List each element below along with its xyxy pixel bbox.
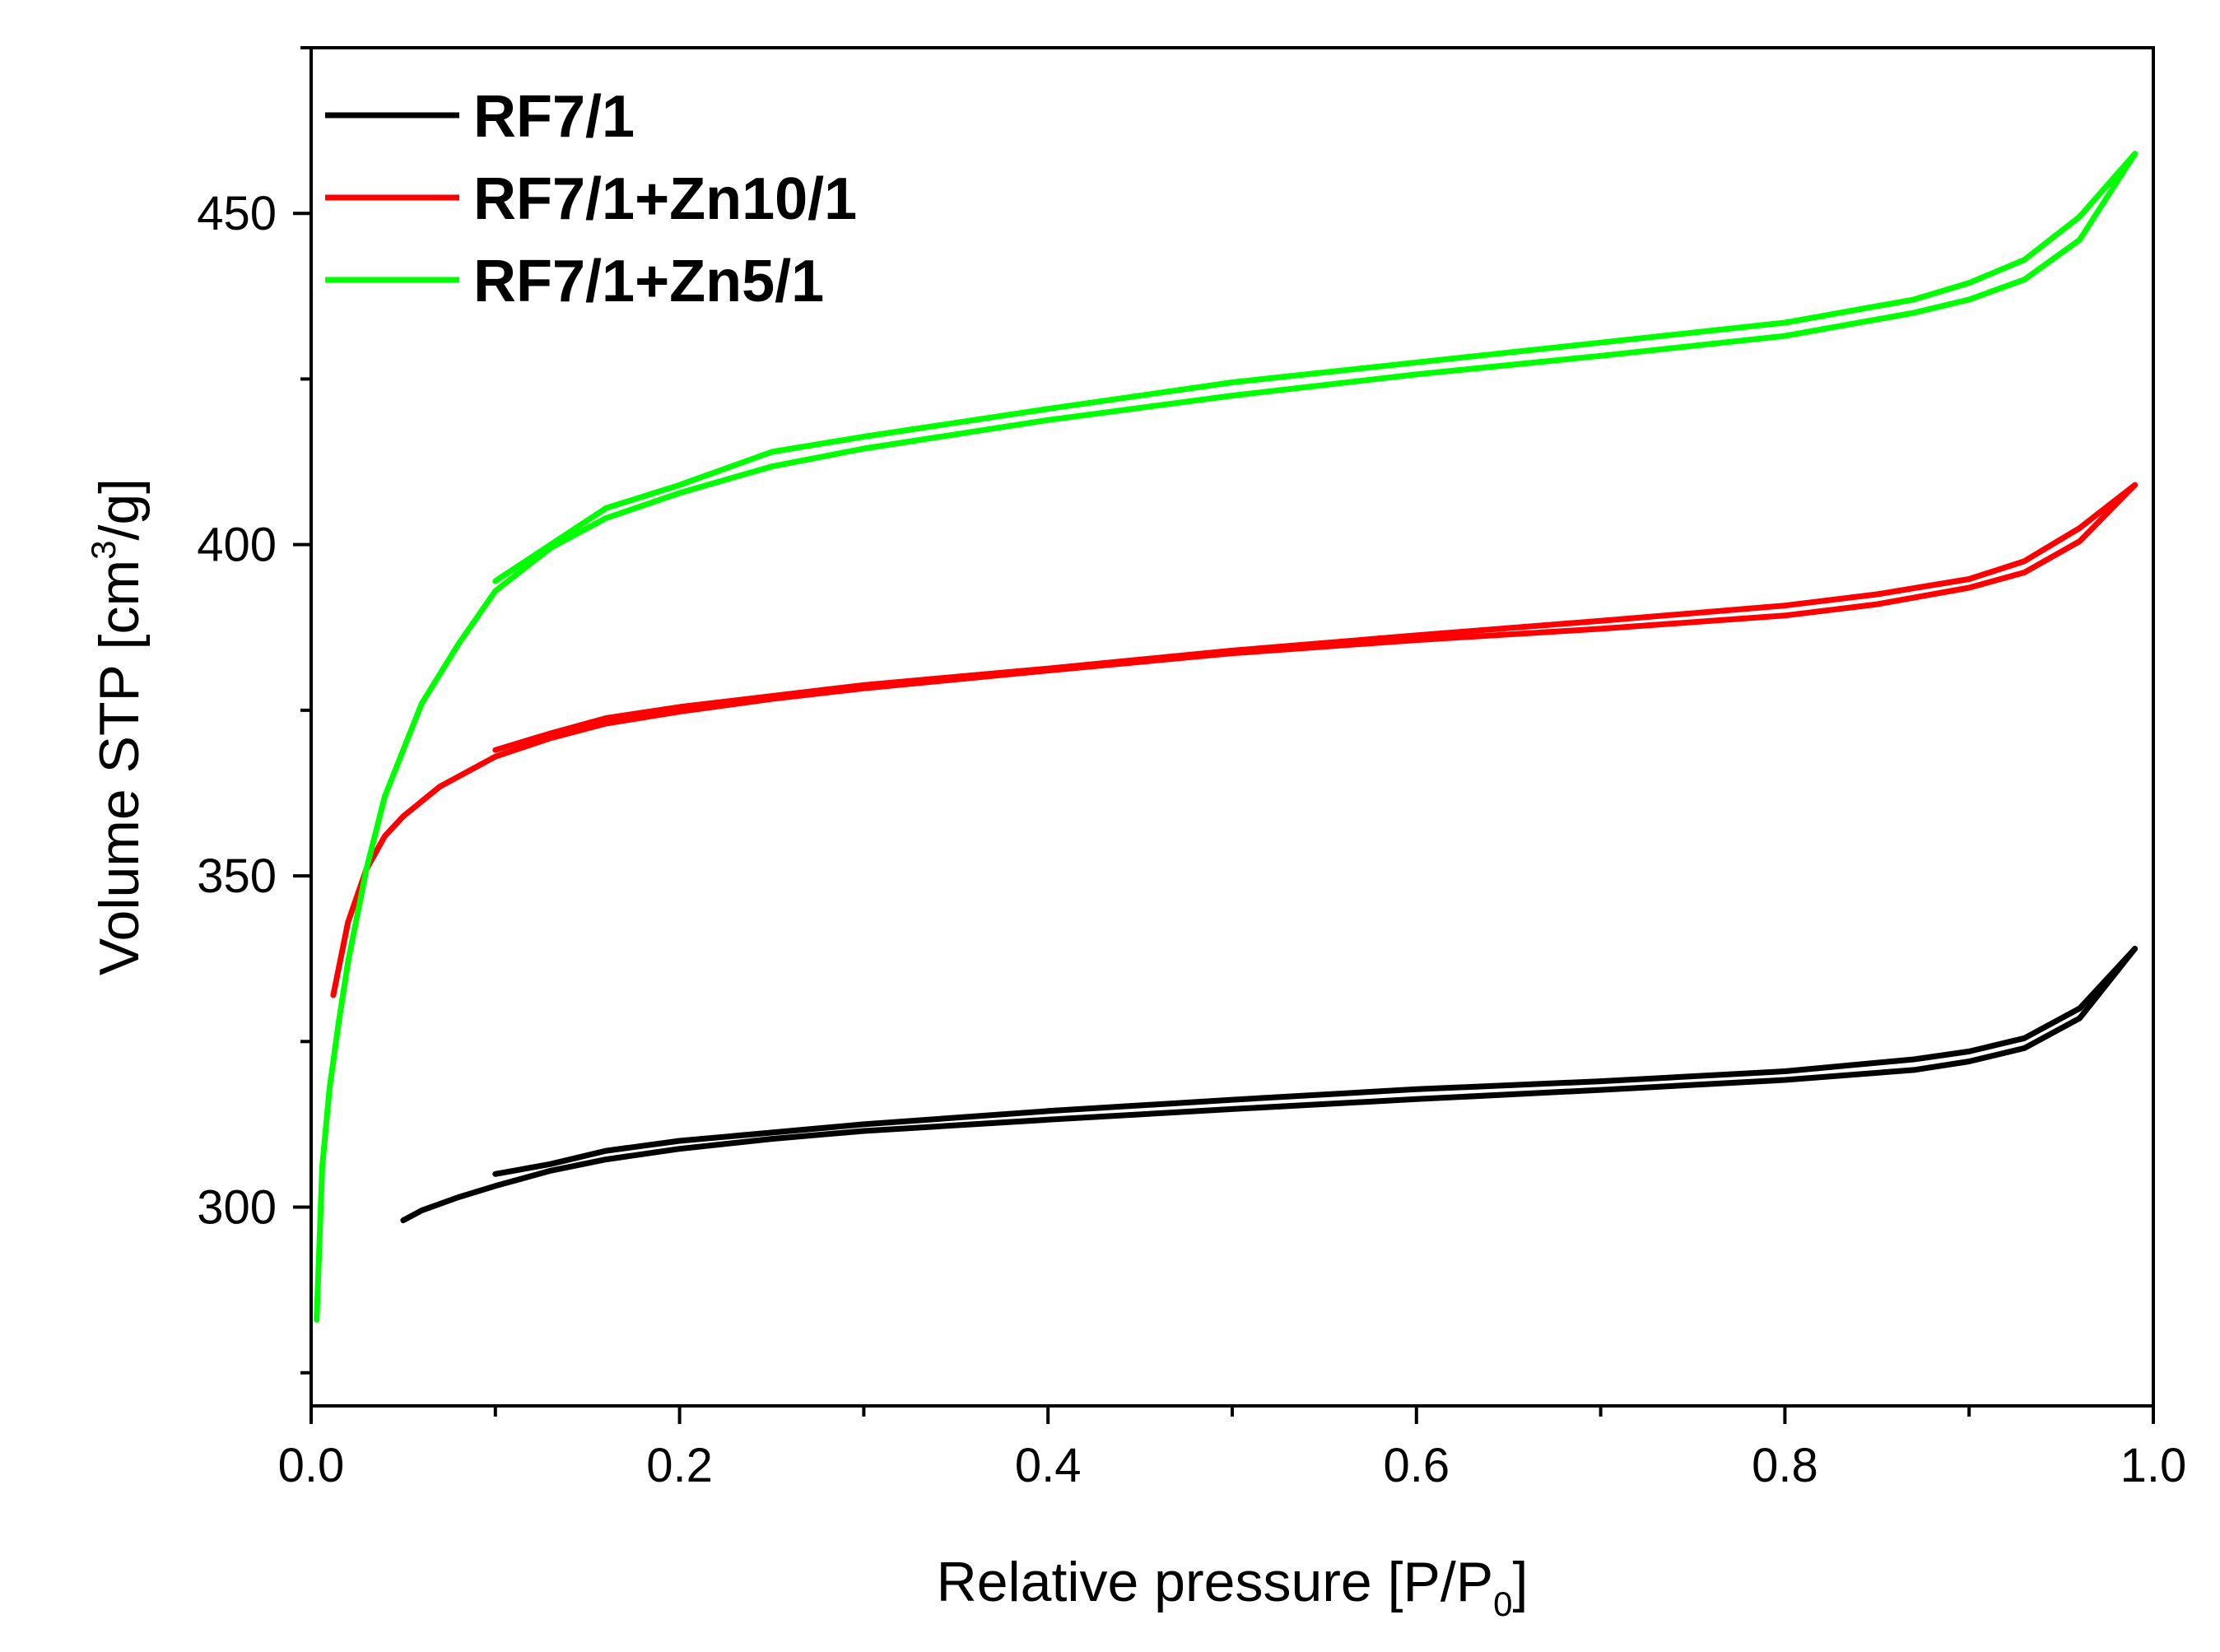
y-tick-label: 350: [197, 849, 277, 903]
legend-label-rf7-1-zn5-1: RF7/1+Zn5/1: [473, 249, 824, 314]
x-axis-title-subscript: 0: [1493, 1585, 1512, 1623]
y-tick-label: 450: [197, 187, 277, 240]
y-axis-title-end: /g]: [88, 478, 151, 541]
x-tick-label: 0.4: [1015, 1439, 1082, 1492]
y-axis-title-main: Volume STP [cm: [88, 560, 151, 975]
axis-tick-labels: 0.0 0.2 0.4 0.6 0.8 1.0 300 350 400 450: [197, 187, 2186, 1492]
x-tick-label: 0.0: [278, 1439, 345, 1492]
x-axis-title-main: Relative pressure [P/P: [937, 1551, 1494, 1613]
series-line-rf7-1-zn5-1-desorption: [492, 151, 2139, 584]
legend-label-rf7-1: RF7/1: [473, 84, 635, 150]
y-tick-label: 300: [197, 1181, 277, 1235]
x-tick-label: 0.2: [646, 1439, 713, 1492]
y-axis-title: Volume STP [cm3/g]: [84, 478, 151, 975]
series-line-rf7-1-adsorption: [400, 946, 2139, 1224]
x-tick-label: 1.0: [2120, 1439, 2187, 1492]
x-axis-title: Relative pressure [P/P0]: [937, 1551, 1529, 1623]
x-axis-title-end: ]: [1512, 1551, 1528, 1613]
x-tick-label: 0.6: [1383, 1439, 1450, 1492]
series-lines: [314, 151, 2139, 1323]
y-tick-label: 400: [197, 519, 277, 572]
series-line-rf7-1-zn5-1-adsorption: [314, 151, 2139, 1323]
legend-label-rf7-1-zn10-1: RF7/1+Zn10/1: [473, 166, 857, 232]
x-tick-label: 0.8: [1752, 1439, 1818, 1492]
series-line-rf7-1-zn10-1-adsorption: [330, 482, 2139, 998]
series-line-rf7-1-desorption: [492, 946, 2139, 1177]
axis-ticks: [293, 46, 2155, 1424]
legend: RF7/1 RF7/1+Zn10/1 RF7/1+Zn5/1: [325, 84, 857, 314]
y-axis-title-superscript: 3: [84, 541, 123, 560]
series-line-rf7-1-zn10-1-desorption: [492, 482, 2139, 753]
